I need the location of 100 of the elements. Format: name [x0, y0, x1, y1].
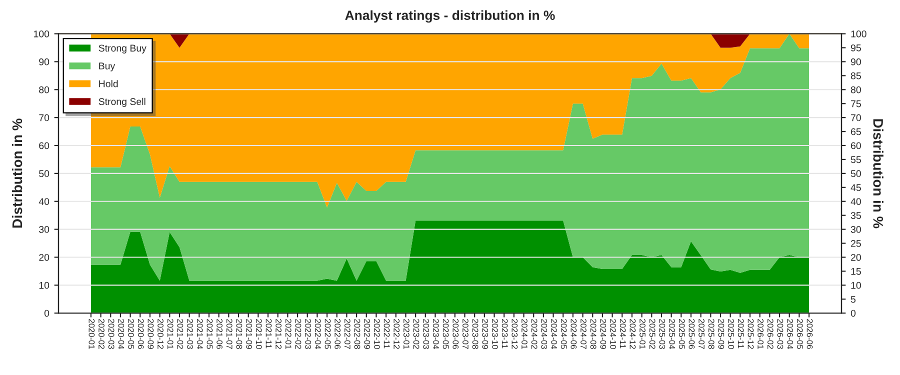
- x-tick-label: 2020-03: [108, 319, 114, 349]
- x-tick-label: 2024-04: [551, 319, 557, 350]
- x-tick-label: 2023-04: [433, 319, 439, 350]
- x-tick-label: 2024-11: [620, 319, 626, 348]
- x-tick-label: 2022-03: [305, 319, 312, 349]
- x-tick-label: 2024-07: [580, 319, 586, 349]
- y-tick-label: 0: [44, 310, 50, 317]
- x-tick-label: 2020-04: [118, 319, 124, 350]
- x-tick-label: 2025-06: [688, 319, 695, 349]
- y2-tick-label: 0: [850, 310, 856, 317]
- chart-title: Analyst ratings - distribution in %: [345, 10, 555, 23]
- x-tick-label: 2022-02: [295, 319, 302, 349]
- x-tick-label: 2021-05: [206, 319, 213, 349]
- legend-label: Strong Buy: [98, 44, 146, 54]
- x-tick-label: 2020-06: [138, 319, 144, 349]
- x-tick-label: 2026-01: [758, 319, 764, 349]
- x-tick-label: 2023-12: [512, 319, 518, 349]
- y2-axis-title: Distribution in %: [873, 119, 884, 228]
- x-tick-label: 2026-04: [787, 319, 794, 350]
- x-tick-label: 2021-08: [236, 319, 242, 349]
- x-tick-label: 2024-06: [570, 319, 577, 349]
- legend-label: Buy: [99, 62, 116, 72]
- x-tick-label: 2024-10: [610, 319, 616, 349]
- x-tick-label: 2020-12: [158, 319, 164, 349]
- x-tick-label: 2025-11: [738, 319, 744, 348]
- y2-tick-label: 10: [851, 282, 861, 289]
- x-tick-label: 2025-09: [718, 319, 724, 349]
- legend-label: Strong Sell: [98, 98, 146, 107]
- x-tick-label: 2025-08: [708, 319, 714, 349]
- x-tick-label: 2022-11: [384, 319, 390, 348]
- x-tick-label: 2022-09: [364, 319, 370, 349]
- y-tick-label: 10: [39, 282, 50, 289]
- x-tick-label: 2025-04: [669, 319, 675, 350]
- x-tick-label: 2023-03: [423, 319, 430, 349]
- y2-tick-label: 75: [851, 100, 861, 108]
- y2-tick-label: 35: [850, 212, 861, 219]
- x-tick-label: 2023-10: [492, 319, 498, 349]
- x-tick-label: 2022-06: [334, 319, 341, 349]
- y2-tick-label: 85: [850, 72, 861, 80]
- y-tick-label: 30: [39, 226, 50, 233]
- y-tick-label: 20: [39, 254, 50, 261]
- x-tick-label: 2026-02: [767, 319, 774, 349]
- x-tick-label: 2020-01: [88, 319, 95, 349]
- y-tick-label: 100: [34, 30, 50, 38]
- x-tick-label: 2020-02: [98, 319, 104, 349]
- x-tick-label: 2026-05: [796, 319, 803, 349]
- y-tick-label: 60: [39, 142, 50, 150]
- y-tick-label: 80: [39, 86, 50, 94]
- x-tick-label: 2025-02: [649, 319, 656, 349]
- y2-tick-label: 95: [850, 44, 861, 52]
- x-tick-label: 2021-03: [187, 319, 193, 349]
- x-tick-label: 2021-01: [167, 319, 174, 349]
- x-tick-label: 2023-05: [442, 319, 449, 349]
- x-tick-label: 2025-10: [728, 319, 734, 349]
- y-tick-label: 50: [39, 170, 50, 178]
- x-tick-label: 2026-06: [806, 319, 813, 349]
- x-tick-label: 2025-07: [698, 319, 704, 349]
- y-tick-label: 70: [39, 114, 50, 122]
- y-axis-title: Distribution in %: [12, 118, 22, 228]
- x-tick-label: 2020-05: [128, 319, 134, 349]
- y2-tick-label: 60: [851, 142, 861, 150]
- x-tick-label: 2024-09: [600, 319, 606, 349]
- x-tick-label: 2025-01: [640, 319, 646, 349]
- y2-tick-label: 90: [850, 58, 861, 66]
- x-tick-label: 2023-09: [482, 319, 488, 349]
- x-tick-label: 2023-02: [413, 319, 420, 349]
- x-tick-label: 2022-08: [354, 319, 360, 349]
- y2-tick-label: 15: [851, 268, 861, 275]
- y2-tick-label: 65: [851, 128, 861, 136]
- x-tick-label: 2023-06: [452, 319, 459, 349]
- x-tick-label: 2021-06: [216, 319, 222, 349]
- y2-tick-label: 25: [851, 240, 861, 247]
- y2-tick-label: 70: [851, 114, 861, 122]
- x-tick-label: 2022-05: [324, 319, 331, 349]
- y2-tick-label: 5: [850, 296, 856, 303]
- x-tick-label: 2021-11: [266, 319, 272, 348]
- x-tick-label: 2024-08: [590, 319, 596, 349]
- x-tick-label: 2025-12: [748, 319, 754, 349]
- x-tick-label: 2023-01: [404, 319, 410, 349]
- x-tick-label: 2020-09: [148, 319, 154, 349]
- x-tick-label: 2021-07: [226, 319, 232, 349]
- x-tick-label: 2022-07: [344, 319, 350, 349]
- x-tick-label: 2025-05: [678, 319, 685, 349]
- y2-tick-label: 80: [850, 86, 861, 94]
- x-tick-label: 2026-03: [777, 319, 784, 349]
- x-tick-label: 2023-07: [462, 319, 468, 349]
- y2-tick-label: 40: [850, 198, 861, 205]
- y2-tick-label: 20: [851, 254, 861, 261]
- x-tick-label: 2021-04: [196, 319, 203, 350]
- y2-tick-label: 55: [850, 156, 861, 164]
- x-tick-label: 2022-04: [314, 319, 321, 350]
- x-tick-label: 2024-01: [522, 319, 528, 349]
- x-tick-label: 2025-03: [659, 319, 666, 349]
- x-tick-label: 2022-10: [374, 319, 380, 349]
- x-tick-label: 2022-01: [285, 319, 292, 349]
- x-tick-label: 2021-10: [256, 319, 262, 349]
- y2-tick-label: 50: [850, 170, 861, 178]
- x-tick-label: 2023-11: [502, 319, 508, 348]
- x-tick-label: 2024-03: [541, 319, 548, 349]
- x-tick-label: 2021-09: [246, 319, 252, 349]
